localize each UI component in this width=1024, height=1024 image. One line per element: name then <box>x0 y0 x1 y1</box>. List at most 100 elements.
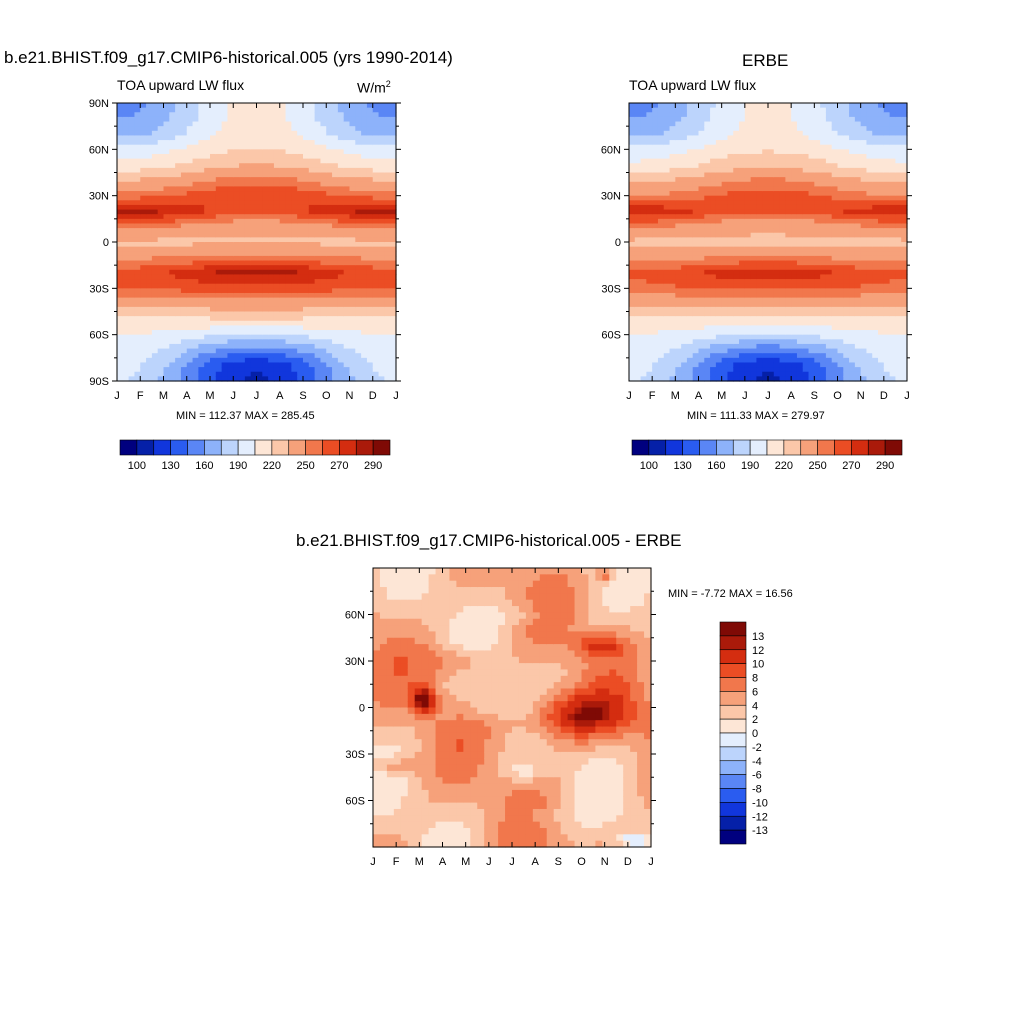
heatmap-cell <box>640 353 647 359</box>
heatmap-cell <box>791 251 798 257</box>
heatmap-cell <box>640 348 647 354</box>
heatmap-cell <box>808 116 815 123</box>
heatmap-cell <box>802 228 810 234</box>
heatmap-cell <box>250 140 258 146</box>
heatmap-cell <box>727 269 734 276</box>
heatmap-cell <box>244 112 252 118</box>
heatmap-cell <box>151 348 159 354</box>
heatmap-cell <box>814 112 821 118</box>
heatmap-cell <box>169 191 176 197</box>
heatmap-cell <box>175 339 182 345</box>
heatmap-cell <box>681 214 688 220</box>
heatmap-cell <box>117 177 124 183</box>
heatmap-cell <box>727 218 734 225</box>
heatmap-cell <box>233 149 240 155</box>
heatmap-cell <box>634 260 642 266</box>
heatmap-cell <box>151 265 159 271</box>
heatmap-cell <box>314 376 322 382</box>
heatmap-cell <box>227 334 234 340</box>
heatmap-cell <box>681 362 688 368</box>
heatmap-cell <box>361 292 368 299</box>
heatmap-cell <box>663 288 671 294</box>
heatmap-cell <box>698 334 705 340</box>
heatmap-cell <box>320 112 327 118</box>
heatmap-cell <box>779 265 786 271</box>
heatmap-cell <box>733 149 740 155</box>
heatmap-cell <box>384 204 391 211</box>
heatmap-cell <box>285 251 292 257</box>
heatmap-cell <box>180 191 188 197</box>
x-tick-label: M <box>159 390 168 400</box>
heatmap-cell <box>756 228 763 234</box>
heatmap-cell <box>366 343 374 350</box>
heatmap-cell <box>646 214 653 220</box>
heatmap-cell <box>221 135 229 141</box>
heatmap-cell <box>675 112 682 118</box>
heatmap-cell <box>779 209 786 215</box>
heatmap-cell <box>640 218 647 225</box>
heatmap-cell <box>802 376 810 382</box>
heatmap-cell <box>233 218 240 225</box>
heatmap-cell <box>652 367 659 373</box>
heatmap-cell <box>308 232 316 238</box>
heatmap-cell <box>384 325 391 331</box>
heatmap-cell <box>326 320 333 326</box>
heatmap-cell <box>273 288 281 294</box>
heatmap-cell <box>308 204 316 211</box>
heatmap-cell <box>273 306 281 313</box>
heatmap-cell <box>727 121 734 127</box>
heatmap-cell <box>221 121 229 127</box>
heatmap-cell <box>768 260 775 266</box>
heatmap-cell <box>739 214 746 220</box>
heatmap-cell <box>640 107 647 113</box>
heatmap-cell <box>215 107 223 113</box>
heatmap-cell <box>268 126 275 132</box>
heatmap-cell <box>268 367 275 373</box>
heatmap-cell <box>163 186 170 192</box>
heatmap-cell <box>646 357 653 364</box>
heatmap-cell <box>192 181 199 187</box>
heatmap-cell <box>768 112 775 118</box>
heatmap-cell <box>268 228 275 234</box>
heatmap-cell <box>808 181 815 187</box>
heatmap-cell <box>343 218 351 225</box>
heatmap-cell <box>128 218 136 225</box>
heatmap-cell <box>151 311 159 317</box>
heatmap-cell <box>297 371 304 377</box>
heatmap-cell <box>669 320 676 326</box>
heatmap-cell <box>343 357 351 364</box>
heatmap-cell <box>791 357 798 364</box>
heatmap-cell <box>762 343 769 350</box>
heatmap-cell <box>256 334 263 340</box>
heatmap-cell <box>366 237 374 243</box>
heatmap-cell <box>117 228 124 234</box>
heatmap-cell <box>297 167 304 174</box>
heatmap-cell <box>163 209 170 215</box>
heatmap-cell <box>692 302 700 308</box>
heatmap-cell <box>320 246 327 252</box>
heatmap-cell <box>244 149 252 155</box>
heatmap-cell <box>250 255 258 262</box>
heatmap-cell <box>192 191 199 197</box>
heatmap-cell <box>314 140 322 146</box>
heatmap-cell <box>343 311 351 317</box>
heatmap-cell <box>146 181 153 187</box>
heatmap-cell <box>273 223 281 229</box>
heatmap-cell <box>117 103 124 109</box>
heatmap-cell <box>169 181 176 187</box>
heatmap-cell <box>361 107 368 113</box>
heatmap-cell <box>629 214 636 220</box>
heatmap-cell <box>704 126 711 132</box>
heatmap-cell <box>198 288 205 294</box>
heatmap-cell <box>715 228 723 234</box>
heatmap-cell <box>744 232 752 238</box>
heatmap-cell <box>762 103 769 109</box>
heatmap-cell <box>629 163 636 169</box>
heatmap-cell <box>332 209 339 215</box>
heatmap-cell <box>814 269 821 276</box>
x-tick-label: J <box>231 390 237 400</box>
heatmap-cell <box>785 362 792 368</box>
heatmap-cell <box>198 135 205 141</box>
heatmap-cell <box>785 121 792 127</box>
heatmap-cell <box>122 265 130 271</box>
